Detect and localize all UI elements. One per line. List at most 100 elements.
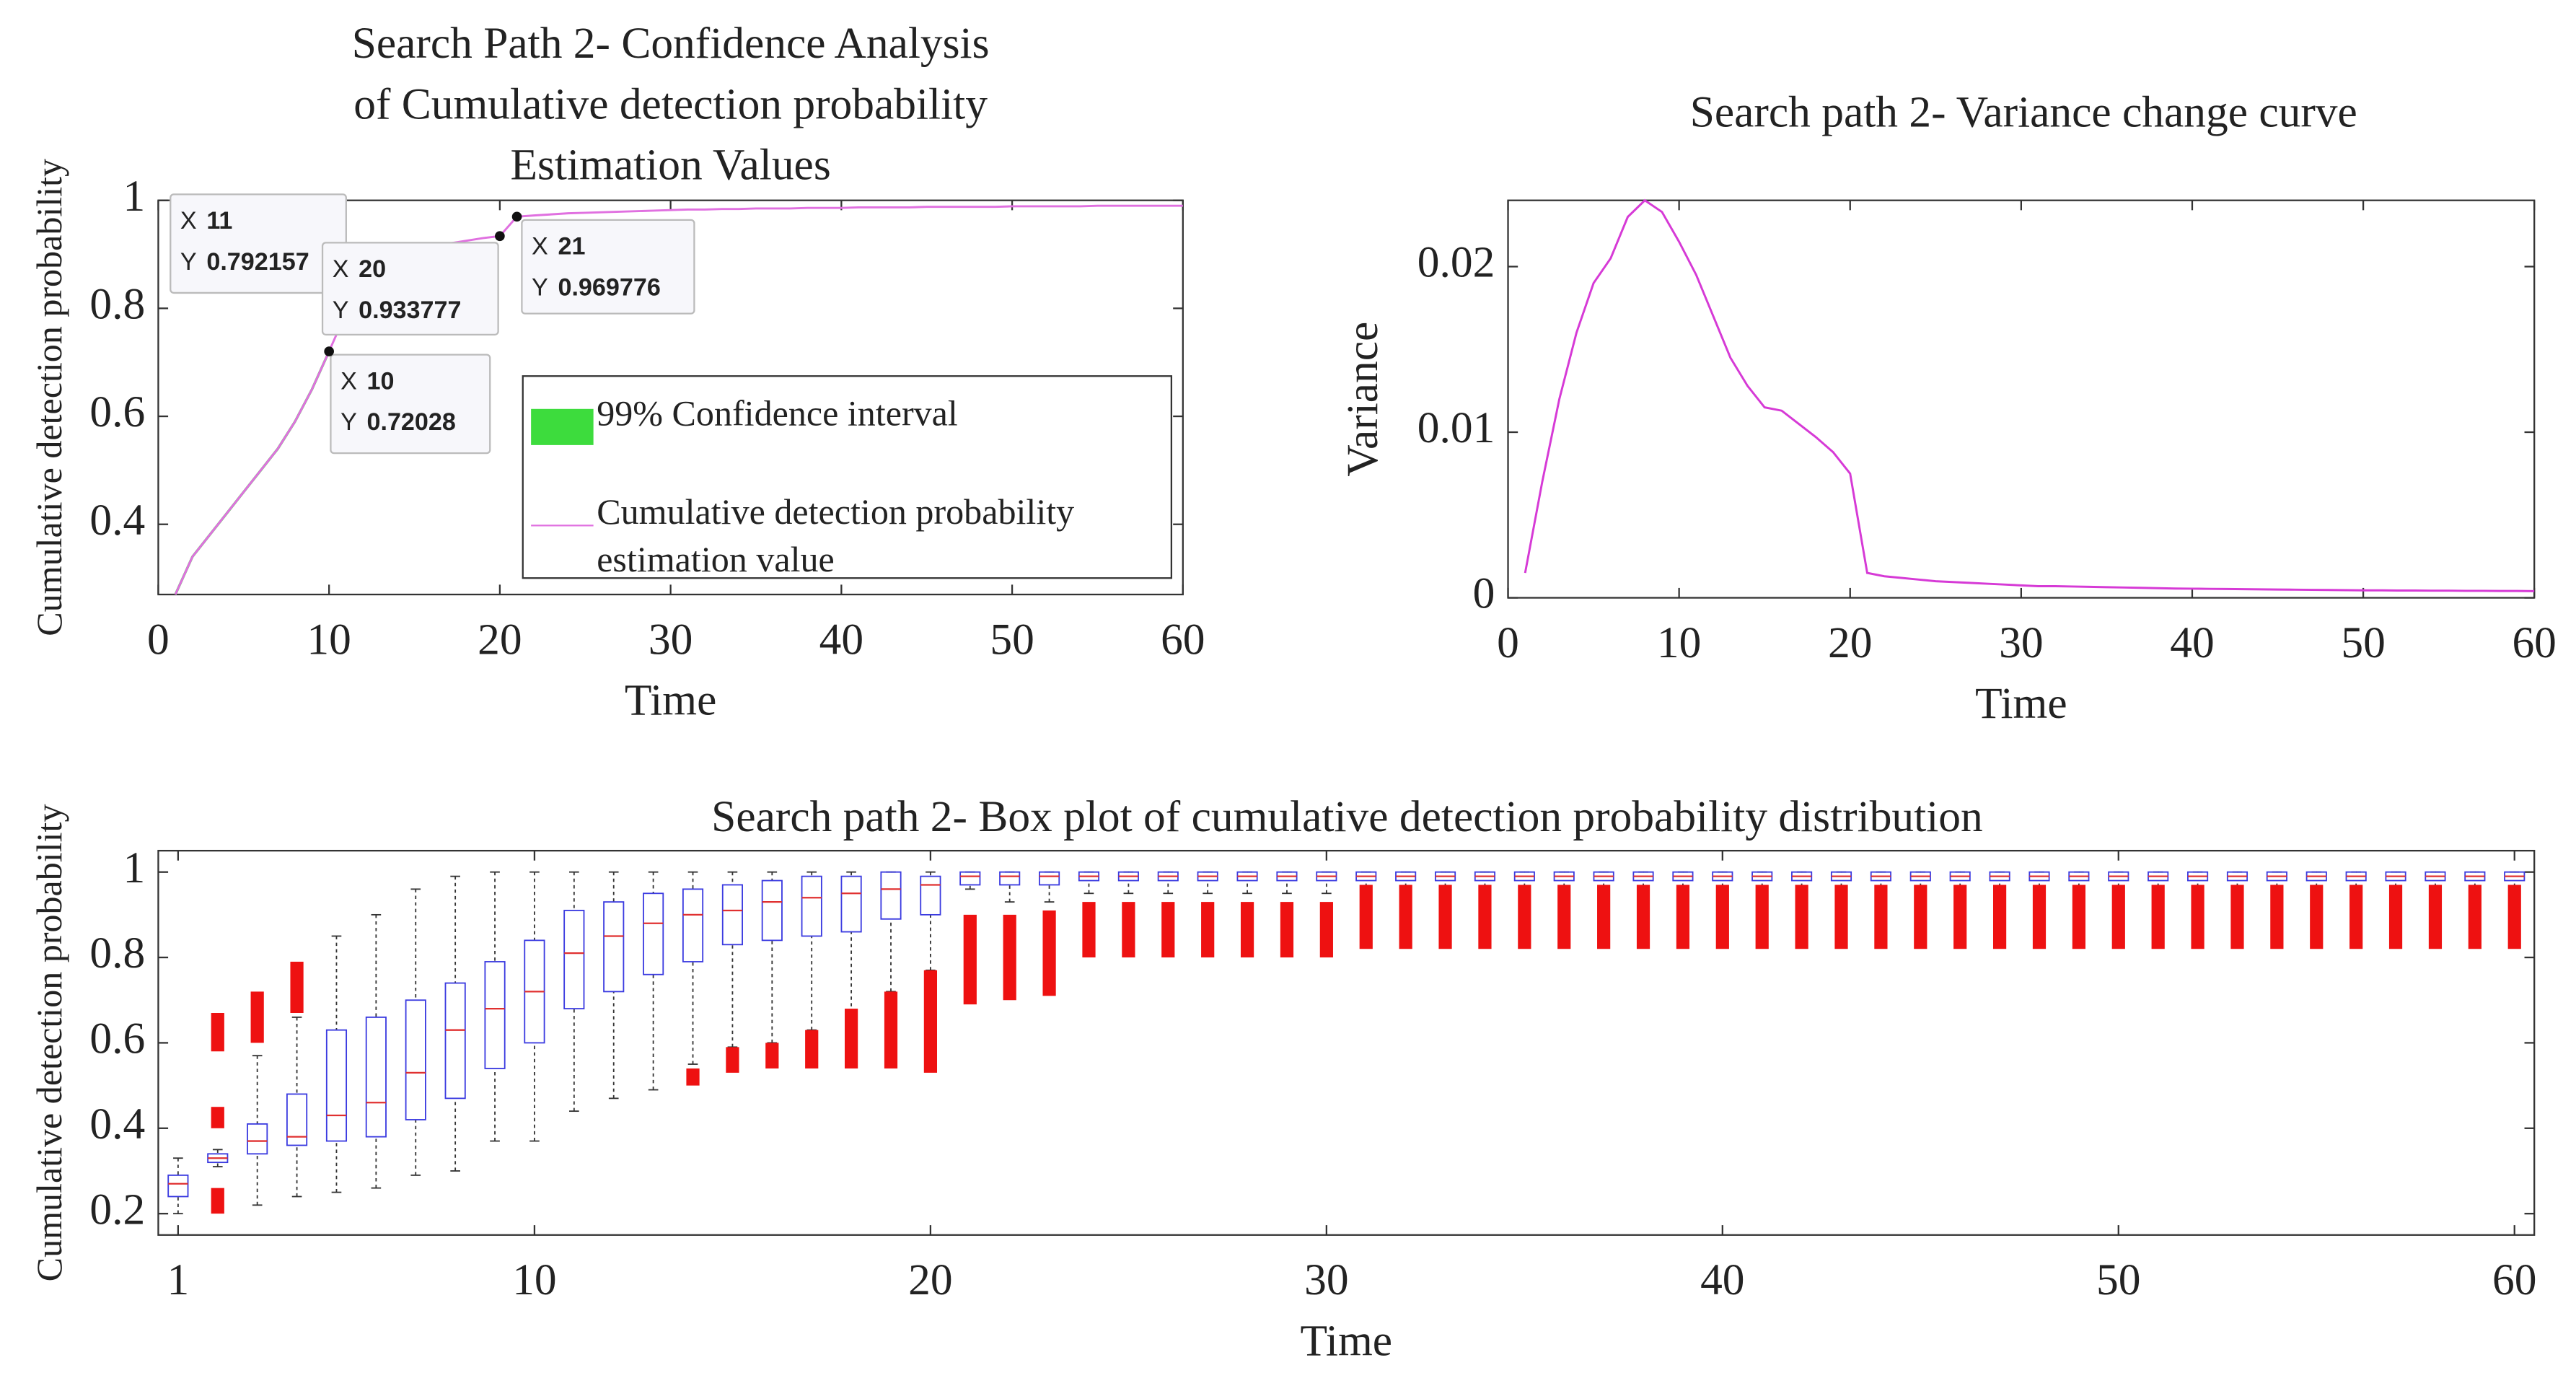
outlier-band xyxy=(963,914,977,1005)
datatip-value: 0.969776 xyxy=(558,273,660,301)
box xyxy=(682,888,704,962)
outlier-band xyxy=(1003,914,1016,1001)
datatip-key: Y xyxy=(333,297,349,324)
outlier-band xyxy=(845,1009,858,1069)
outlier-band xyxy=(923,970,938,1073)
box xyxy=(405,999,426,1120)
outlier-band xyxy=(2032,885,2047,949)
x-tick-label: 30 xyxy=(649,615,693,664)
outlier-band xyxy=(1201,902,1215,958)
box xyxy=(325,1029,348,1142)
x-tick-label: 10 xyxy=(307,615,351,664)
datatip-key: Y xyxy=(180,248,197,276)
chart-title: Search path 2- Box plot of cumulative de… xyxy=(711,792,1983,841)
x-axis-label: Time xyxy=(1301,1316,1392,1365)
datatip-box xyxy=(521,219,695,315)
chart-title: of Cumulative detection probability xyxy=(353,79,988,128)
outlier-band xyxy=(1715,885,1729,949)
datatip-key: Y xyxy=(532,273,548,301)
outlier-band xyxy=(2230,885,2244,949)
box xyxy=(603,901,625,993)
box xyxy=(721,884,743,946)
datatip-value: 0.792157 xyxy=(206,248,309,276)
legend-entry: Cumulative detection probability estimat… xyxy=(597,491,1075,580)
datatip-key: X xyxy=(333,255,349,283)
outlier-band xyxy=(686,1068,700,1086)
outlier-band xyxy=(1597,885,1611,949)
outlier-band xyxy=(1042,910,1056,996)
y-tick-label: 0.6 xyxy=(89,387,145,436)
datatip-value: 11 xyxy=(206,207,232,234)
datatip-value: 0.72028 xyxy=(367,408,456,436)
box xyxy=(999,871,1021,886)
box xyxy=(920,875,941,916)
outlier-band xyxy=(2111,885,2125,949)
outlier-band xyxy=(1319,902,1333,958)
outlier-band xyxy=(2349,885,2363,949)
datatip-value: 20 xyxy=(359,255,386,283)
box xyxy=(959,871,981,886)
chart-title: Search path 2- Variance change curve xyxy=(1690,88,2357,137)
outlier-band xyxy=(1992,885,2007,949)
outlier-band xyxy=(1795,885,1808,949)
y-tick-label: 0.8 xyxy=(89,279,145,328)
outlier-band xyxy=(1518,885,1531,949)
outlier-band xyxy=(211,1188,224,1214)
outlier-band xyxy=(1557,885,1571,949)
datatip-box xyxy=(321,242,499,335)
outlier-band xyxy=(1082,902,1096,958)
y-tick-label: 0.02 xyxy=(1417,238,1495,287)
box xyxy=(1039,871,1060,886)
legend-box xyxy=(522,375,1173,579)
datatip-value: 0.933777 xyxy=(359,297,461,324)
x-tick-label: 20 xyxy=(1828,618,1872,667)
box xyxy=(643,892,664,975)
y-tick-label: 0.6 xyxy=(89,1014,145,1063)
outlier-band xyxy=(884,991,898,1069)
x-tick-label: 0 xyxy=(1497,618,1519,667)
box xyxy=(840,875,862,933)
x-tick-label: 60 xyxy=(2512,618,2556,667)
outlier-band xyxy=(1280,902,1294,958)
outlier-band xyxy=(1834,885,1848,949)
x-tick-label: 50 xyxy=(2341,618,2385,667)
chart-title: Search Path 2- Confidence Analysis xyxy=(352,19,990,68)
x-tick-label: 1 xyxy=(167,1255,190,1304)
outlier-band xyxy=(2468,885,2482,949)
outlier-band xyxy=(1874,885,1888,949)
y-tick-label: 0.4 xyxy=(89,496,145,545)
box xyxy=(484,961,506,1069)
outlier-band xyxy=(1438,885,1452,949)
box xyxy=(444,982,466,1100)
outlier-band xyxy=(1478,885,1492,949)
x-tick-label: 30 xyxy=(1999,618,2043,667)
outlier-band xyxy=(1676,885,1690,949)
x-tick-label: 50 xyxy=(2096,1255,2140,1304)
outlier-band xyxy=(805,1030,819,1069)
outlier-band xyxy=(1161,902,1175,958)
box xyxy=(880,871,902,920)
datatip-value: 10 xyxy=(367,367,395,395)
y-axis-label: Cumulative detection probability xyxy=(29,159,69,636)
box xyxy=(801,875,822,937)
legend-swatch xyxy=(531,408,594,445)
x-tick-label: 20 xyxy=(478,615,522,664)
y-axis-label: Cumulative detection probability xyxy=(29,804,69,1282)
x-tick-label: 10 xyxy=(1657,618,1701,667)
outlier-band xyxy=(2270,885,2284,949)
outlier-band xyxy=(2507,885,2521,949)
x-tick-label: 50 xyxy=(990,615,1034,664)
outlier-band xyxy=(726,1047,739,1073)
legend-label: Cumulative detection probability estimat… xyxy=(597,491,1075,580)
box xyxy=(761,879,783,942)
box xyxy=(563,910,585,1009)
x-tick-label: 30 xyxy=(1304,1255,1348,1304)
plot-area xyxy=(157,849,2536,1236)
outlier-band xyxy=(1240,902,1254,958)
x-axis-label: Time xyxy=(625,676,717,725)
datatip-key: X xyxy=(532,233,548,260)
outlier-band xyxy=(211,1013,224,1052)
x-tick-label: 20 xyxy=(908,1255,952,1304)
outlier-band xyxy=(1399,885,1412,949)
